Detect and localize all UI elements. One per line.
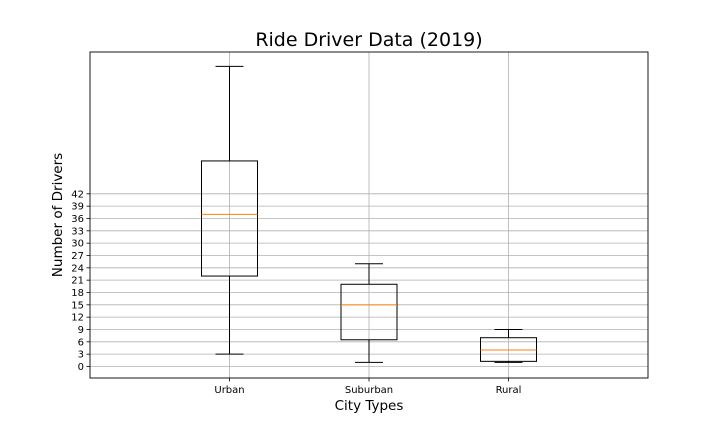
y-tick-label-42: 42	[71, 189, 84, 200]
y-tick-label-6: 6	[78, 337, 84, 348]
box-rural	[480, 328, 537, 363]
plot-frame	[89, 51, 649, 379]
y-tick-label-18: 18	[71, 288, 84, 299]
y-tick-label-12: 12	[71, 313, 84, 324]
box-suburban	[340, 263, 398, 363]
box-urban	[201, 65, 258, 355]
y-tick-label-27: 27	[71, 251, 84, 262]
x-tick-label-urban: Urban	[214, 385, 244, 396]
y-tick-label-21: 21	[71, 276, 84, 287]
x-axis-label: City Types	[335, 398, 404, 414]
y-axis-label: Number of Drivers	[50, 153, 66, 277]
grid-layer	[90, 52, 648, 378]
y-tick-label-3: 3	[78, 350, 84, 361]
y-tick-label-39: 39	[71, 202, 84, 213]
y-tick-label-30: 30	[71, 239, 84, 250]
x-tick-label-suburban: Suburban	[345, 385, 393, 396]
y-tick-label-36: 36	[71, 214, 84, 225]
x-tick-label-rural: Rural	[496, 385, 522, 396]
y-tick-label-24: 24	[71, 263, 84, 274]
y-tick-label-15: 15	[71, 300, 84, 311]
y-tick-label-0: 0	[78, 362, 84, 373]
chart-title: Ride Driver Data (2019)	[255, 29, 482, 51]
y-tick-label-33: 33	[71, 226, 84, 237]
box-layer	[201, 65, 537, 363]
y-tick-label-9: 9	[78, 325, 84, 336]
